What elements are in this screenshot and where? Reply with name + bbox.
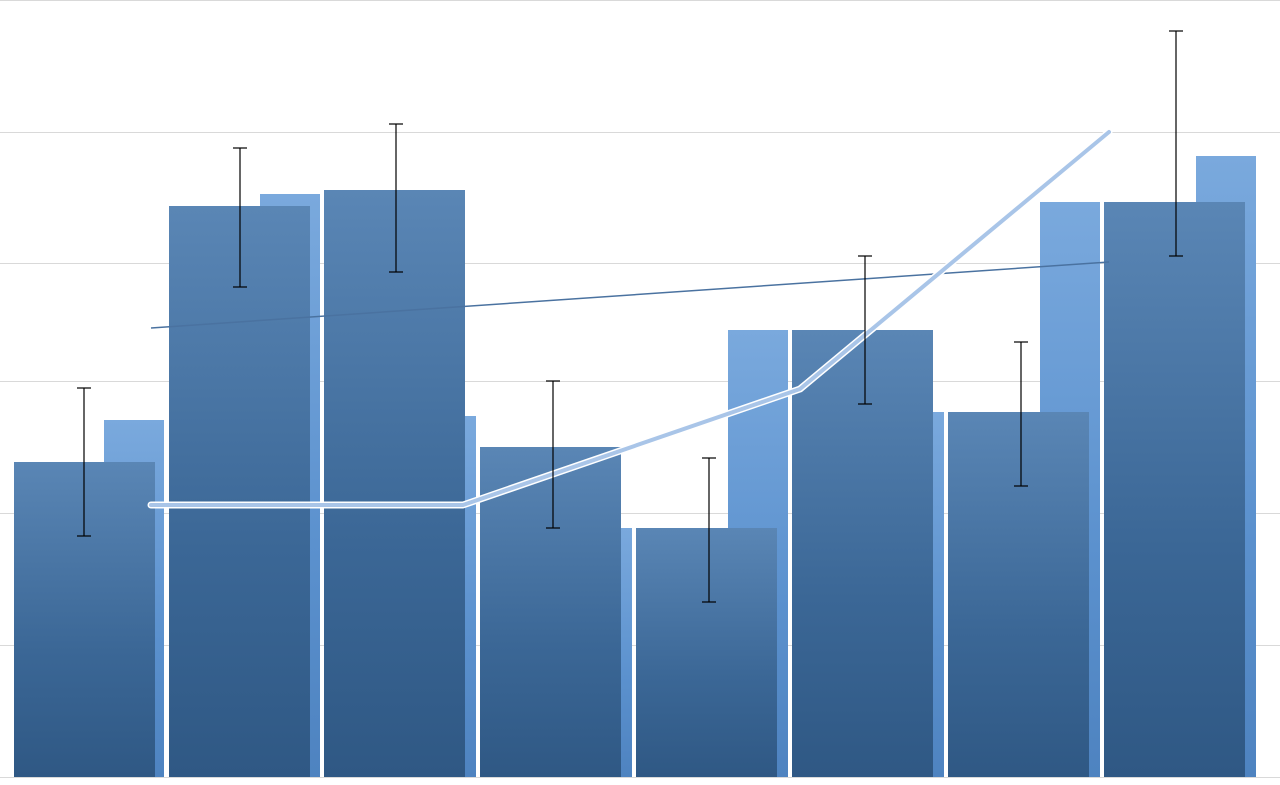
gridline bbox=[0, 132, 1280, 133]
bar-series-a bbox=[324, 190, 465, 777]
gridline bbox=[0, 777, 1280, 778]
bar-series-a bbox=[14, 462, 155, 777]
gridline bbox=[0, 0, 1280, 1]
bar-series-a bbox=[480, 447, 621, 777]
bar-series-a bbox=[792, 330, 933, 777]
bar-series-a bbox=[636, 528, 777, 777]
bar-series-a bbox=[1104, 202, 1245, 777]
bar-chart bbox=[0, 0, 1280, 785]
bar-series-a bbox=[948, 412, 1089, 777]
bar-series-a bbox=[169, 206, 310, 777]
